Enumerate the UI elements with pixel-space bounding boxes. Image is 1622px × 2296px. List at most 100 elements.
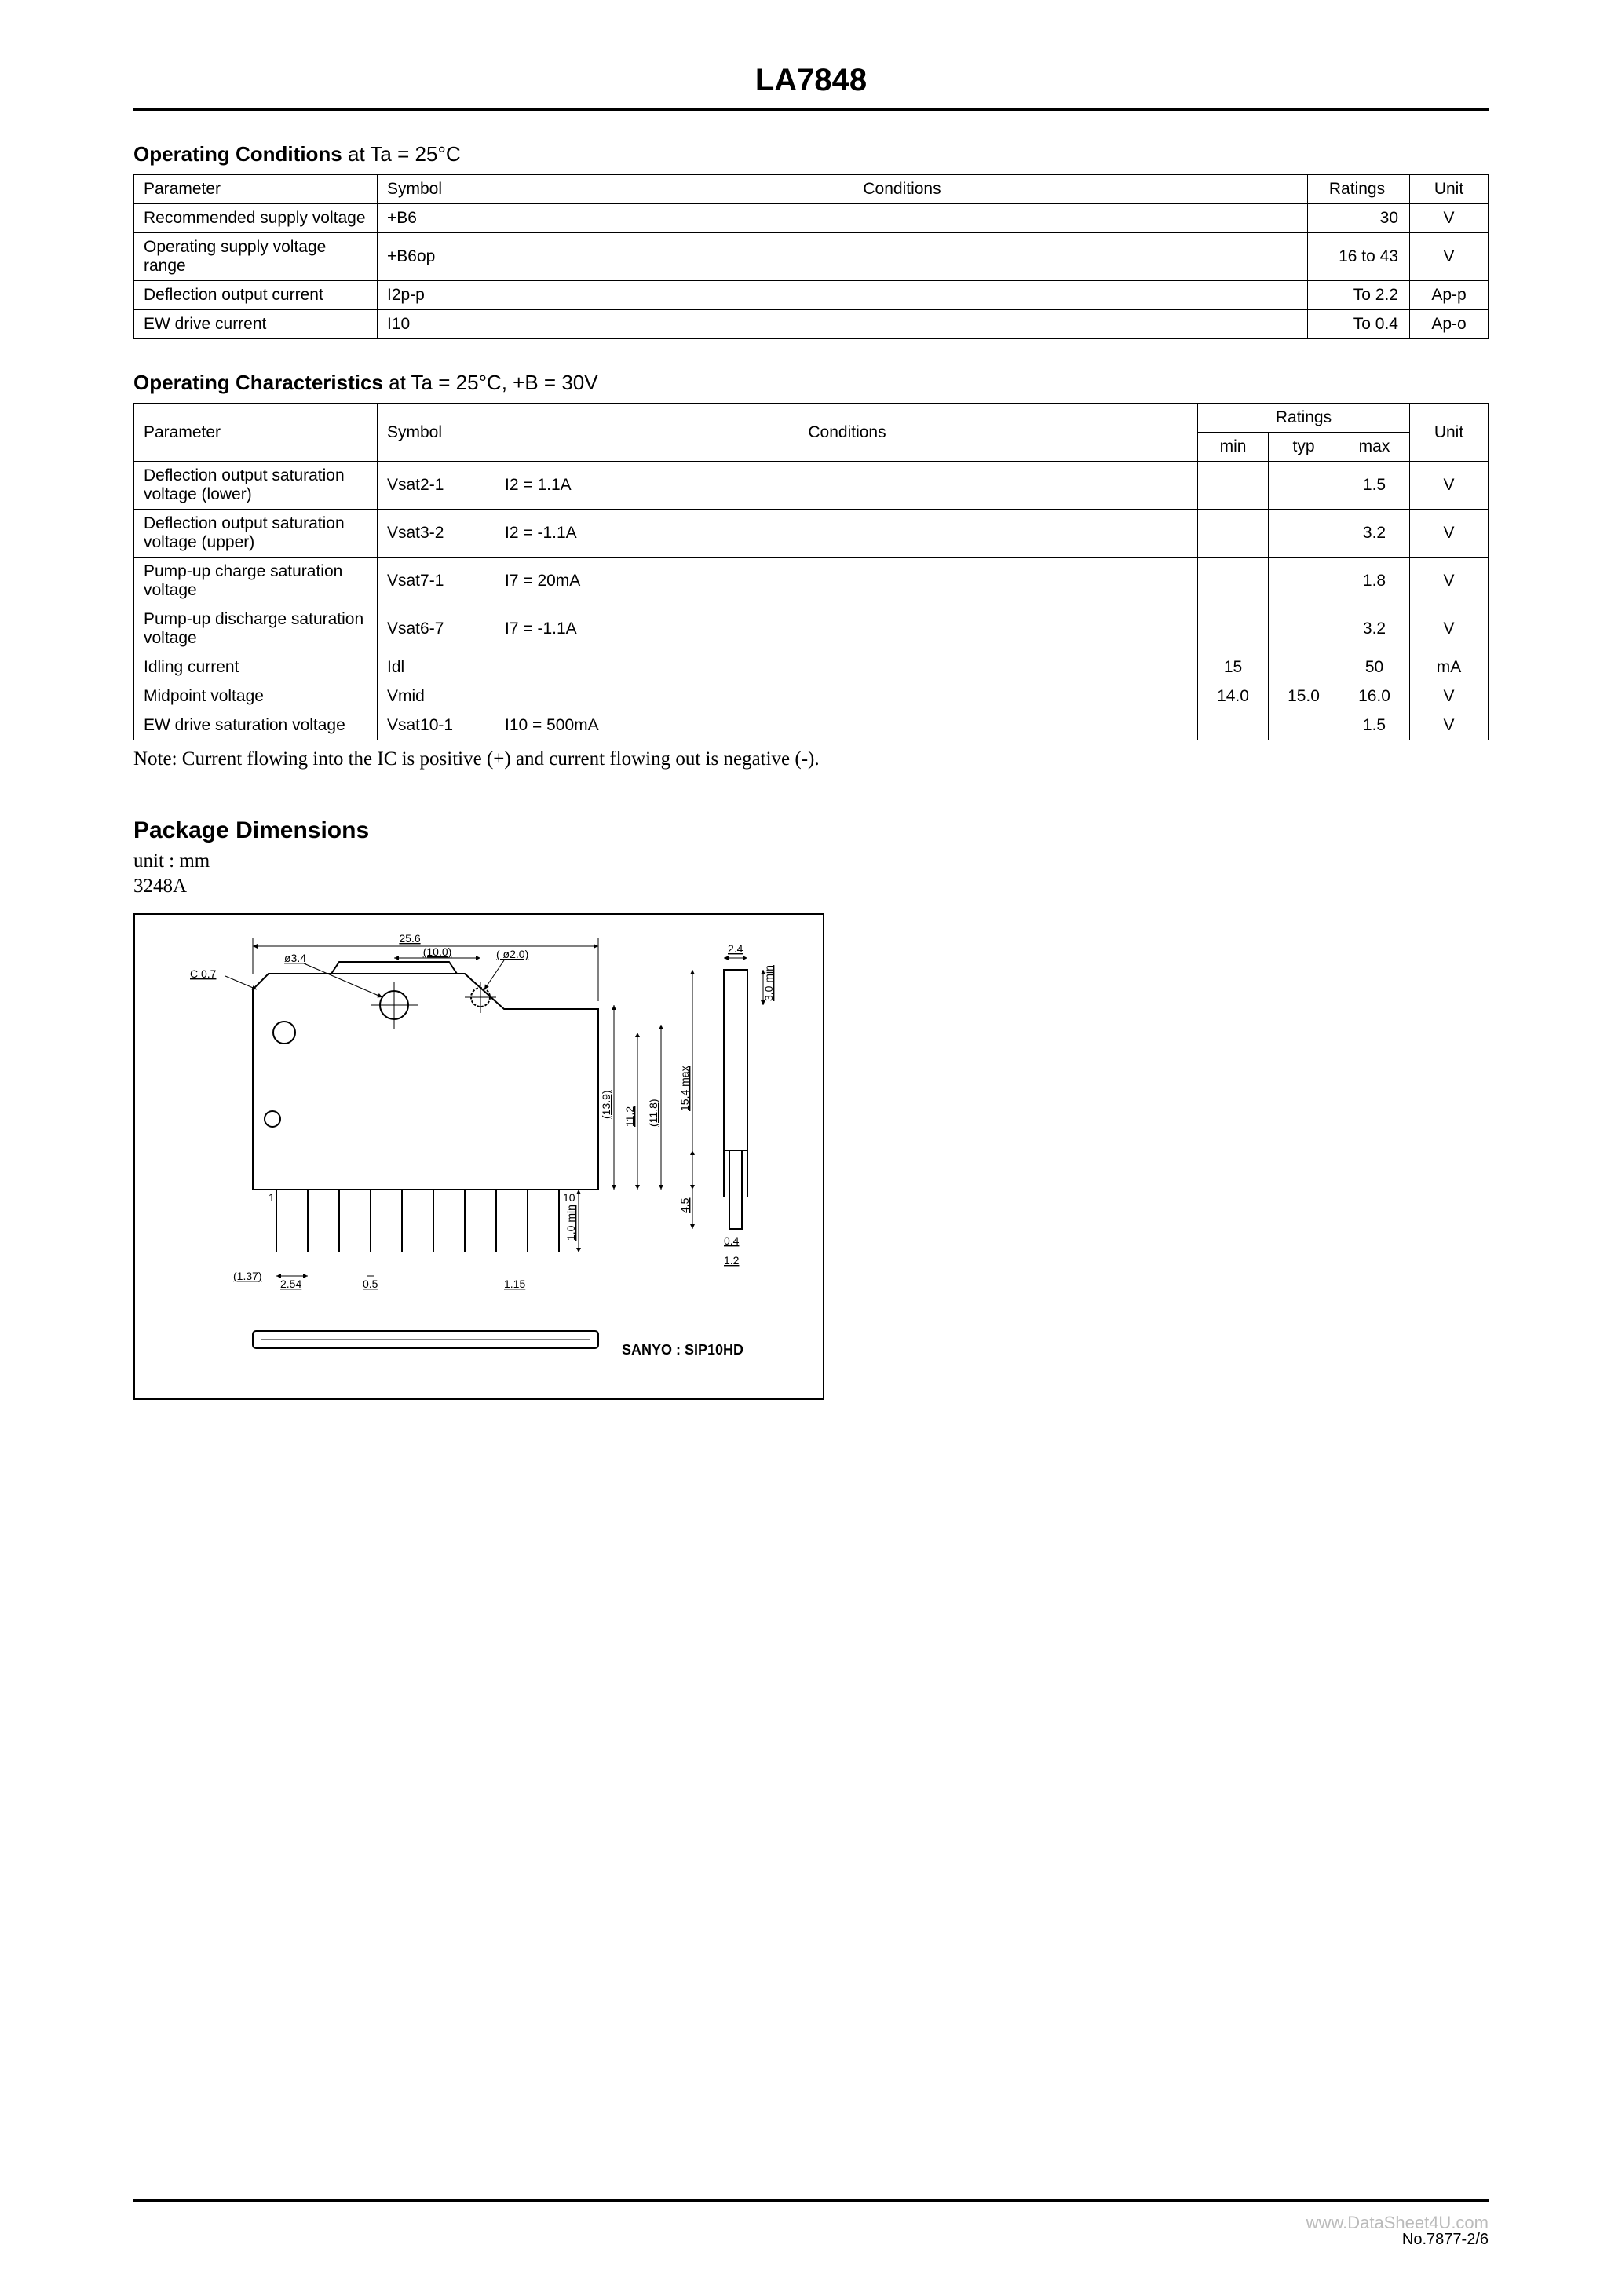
cell-cond xyxy=(495,233,1308,281)
cell-unit: mA xyxy=(1410,653,1489,682)
cell-typ xyxy=(1269,510,1339,558)
brand-label: SANYO : SIP10HD xyxy=(622,1342,743,1358)
package-code: 3248A xyxy=(133,876,1489,898)
package-unit-label: unit : mm xyxy=(133,850,1489,872)
footer-rule xyxy=(133,2199,1489,2202)
col-header: Ratings xyxy=(1198,404,1410,433)
cell-cond xyxy=(495,310,1308,339)
col-header: Ratings xyxy=(1308,175,1410,204)
cell-unit: V xyxy=(1410,682,1489,711)
table-row: Deflection output currentI2p-pTo 2.2Ap-p xyxy=(134,281,1489,310)
dim-label: 2.54 xyxy=(280,1278,301,1290)
cell-cond: I10 = 500mA xyxy=(495,711,1198,740)
cell-max: 16.0 xyxy=(1339,682,1410,711)
cell-cond: I2 = -1.1A xyxy=(495,510,1198,558)
dim-label: 1.0 min xyxy=(564,1205,577,1241)
col-header: Conditions xyxy=(495,175,1308,204)
table-row: Midpoint voltageVmid14.015.016.0V xyxy=(134,682,1489,711)
cell-symbol: Vmid xyxy=(378,682,495,711)
cell-unit: Ap-o xyxy=(1410,310,1489,339)
cell-min xyxy=(1198,510,1269,558)
dim-label: 1.2 xyxy=(724,1254,740,1267)
cell-max: 1.5 xyxy=(1339,462,1410,510)
cell-symbol: I2p-p xyxy=(378,281,495,310)
col-header: Unit xyxy=(1410,175,1489,204)
cell-typ xyxy=(1269,711,1339,740)
col-header: Symbol xyxy=(378,404,495,462)
col-header: Unit xyxy=(1410,404,1489,462)
dim-label: 11.2 xyxy=(623,1106,636,1127)
cell-typ: 15.0 xyxy=(1269,682,1339,711)
table-row: Pump-up charge saturation voltageVsat7-1… xyxy=(134,558,1489,605)
cell-symbol: Vsat6-7 xyxy=(378,605,495,653)
dim-label: 15.4 max xyxy=(678,1066,691,1111)
heading-cond: at Ta = 25°C, +B = 30V xyxy=(383,371,598,394)
cell-min xyxy=(1198,462,1269,510)
cell-param: EW drive current xyxy=(134,310,378,339)
table-row: Recommended supply voltage+B630V xyxy=(134,204,1489,233)
cell-max: 50 xyxy=(1339,653,1410,682)
cell-param: Operating supply voltage range xyxy=(134,233,378,281)
cell-max: 3.2 xyxy=(1339,510,1410,558)
cell-symbol: Vsat10-1 xyxy=(378,711,495,740)
cell-typ xyxy=(1269,558,1339,605)
dim-label: 25.6 xyxy=(399,932,420,945)
cell-symbol: I10 xyxy=(378,310,495,339)
col-header: Parameter xyxy=(134,175,378,204)
dim-label: 0.5 xyxy=(363,1278,378,1290)
cell-rating: 16 to 43 xyxy=(1308,233,1410,281)
cell-cond xyxy=(495,204,1308,233)
heading-bold: Operating Characteristics xyxy=(133,371,383,394)
table-row: Deflection output saturation voltage (lo… xyxy=(134,462,1489,510)
dim-label: 2.4 xyxy=(728,942,743,955)
cell-param: Pump-up discharge saturation voltage xyxy=(134,605,378,653)
heading-cond: at Ta = 25°C xyxy=(342,142,461,166)
cell-min xyxy=(1198,605,1269,653)
table-row: Operating supply voltage range+B6op 16 to… xyxy=(134,233,1489,281)
cell-cond: I2 = 1.1A xyxy=(495,462,1198,510)
cell-param: EW drive saturation voltage xyxy=(134,711,378,740)
dim-label: ø3.4 xyxy=(284,952,306,964)
col-header: Symbol xyxy=(378,175,495,204)
cell-unit: V xyxy=(1410,605,1489,653)
cell-max: 3.2 xyxy=(1339,605,1410,653)
dim-label: 3.0 min xyxy=(762,965,775,1001)
operating-conditions-heading: Operating Conditions at Ta = 25°C xyxy=(133,142,1489,166)
cell-unit: V xyxy=(1410,204,1489,233)
operating-characteristics-heading: Operating Characteristics at Ta = 25°C, … xyxy=(133,371,1489,395)
dim-label: 10 xyxy=(563,1191,575,1204)
cell-typ xyxy=(1269,653,1339,682)
dim-label: (10.0) xyxy=(423,945,452,958)
cell-max: 1.5 xyxy=(1339,711,1410,740)
cell-unit: V xyxy=(1410,711,1489,740)
dim-label: (13.9) xyxy=(600,1090,612,1119)
package-diagram: 25.6 (10.0) C 0.7 ø3.4 ( ø2.0) 2.4 3.0 m… xyxy=(133,913,824,1400)
cell-rating: To 0.4 xyxy=(1308,310,1410,339)
dim-label: 1 xyxy=(269,1191,275,1204)
cell-symbol: Vsat3-2 xyxy=(378,510,495,558)
heading-bold: Operating Conditions xyxy=(133,142,342,166)
dim-label: 4.5 xyxy=(678,1197,691,1213)
col-subheader: min xyxy=(1198,433,1269,462)
cell-symbol: Idl xyxy=(378,653,495,682)
cell-cond xyxy=(495,682,1198,711)
cell-min xyxy=(1198,711,1269,740)
cell-cond xyxy=(495,653,1198,682)
operating-characteristics-table: Parameter Symbol Conditions Ratings Unit… xyxy=(133,403,1489,740)
dim-label: ( ø2.0) xyxy=(496,948,528,960)
dim-label: (11.8) xyxy=(647,1099,659,1127)
cell-unit: Ap-p xyxy=(1410,281,1489,310)
cell-rating: 30 xyxy=(1308,204,1410,233)
cell-min xyxy=(1198,558,1269,605)
cell-min: 15 xyxy=(1198,653,1269,682)
dim-label: 1.15 xyxy=(504,1278,525,1290)
cell-unit: V xyxy=(1410,233,1489,281)
cell-symbol: +B6op xyxy=(378,233,495,281)
page-title: LA7848 xyxy=(133,63,1489,111)
cell-unit: V xyxy=(1410,462,1489,510)
package-svg: 25.6 (10.0) C 0.7 ø3.4 ( ø2.0) 2.4 3.0 m… xyxy=(135,915,826,1402)
table-row: Idling currentIdl1550mA xyxy=(134,653,1489,682)
cell-param: Midpoint voltage xyxy=(134,682,378,711)
note-text: Note: Current flowing into the IC is pos… xyxy=(133,748,1489,770)
cell-symbol: +B6 xyxy=(378,204,495,233)
